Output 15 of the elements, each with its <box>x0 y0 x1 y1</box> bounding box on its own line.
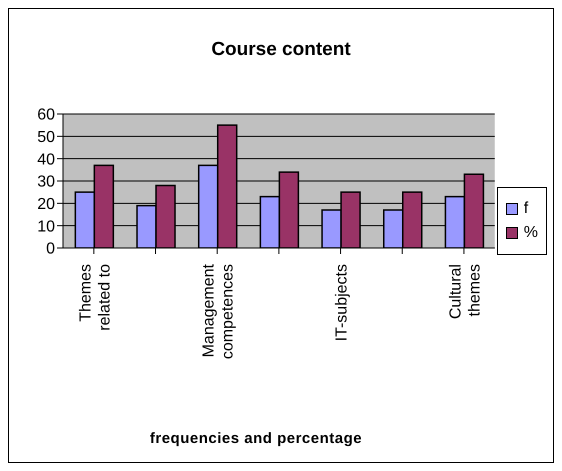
y-tick-label: 10 <box>37 218 56 236</box>
y-tick-label: 50 <box>37 129 56 146</box>
legend-label: f <box>524 200 528 218</box>
x-tick-label: Cultural themes <box>447 264 484 320</box>
y-tick-label: 30 <box>37 174 56 191</box>
legend-label: % <box>524 224 538 242</box>
y-tick-label: 0 <box>46 240 56 258</box>
y-tick-label: 40 <box>37 151 56 168</box>
x-tick-label: Management competences <box>200 263 237 360</box>
x-tick-label: IT-subjects <box>334 264 351 342</box>
y-tick-label: 20 <box>37 196 56 214</box>
y-tick-label: 60 <box>37 106 56 124</box>
chart-title: Course content <box>211 39 351 61</box>
x-tick-label: Themes related to <box>77 264 114 331</box>
x-axis-title: frequencies and percentage <box>148 430 364 447</box>
